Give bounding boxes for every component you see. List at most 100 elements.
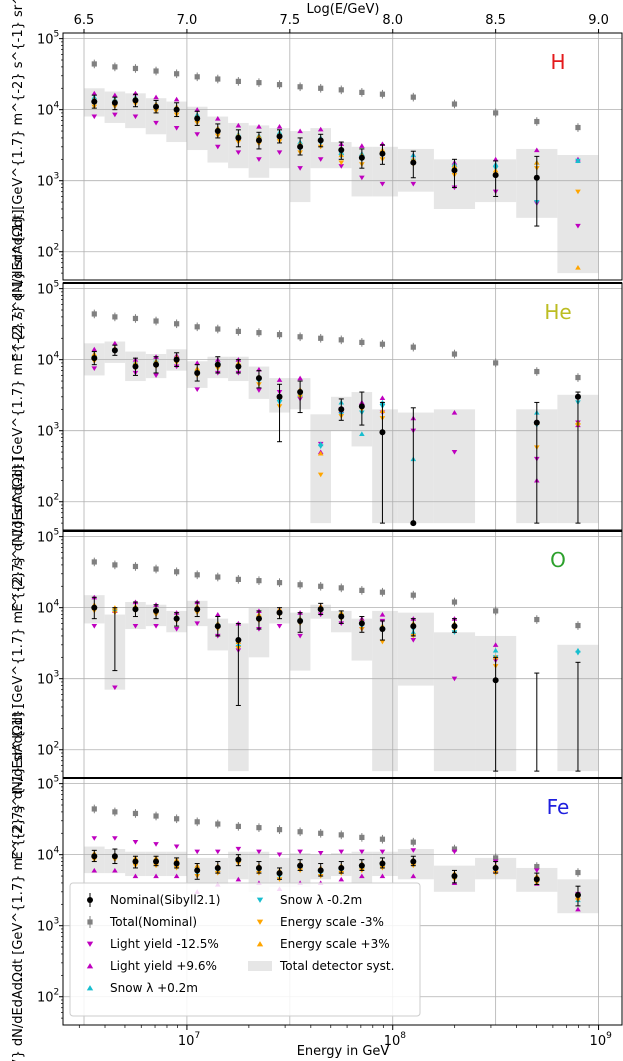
light-yield-down-point [451,676,458,682]
nominal-point [297,389,304,396]
nominal-point [173,615,180,622]
legend-marker [256,941,264,947]
light-yield-up-point [91,90,98,96]
nominal-point [317,606,324,613]
nominal-point [317,137,324,144]
y-tick-label: 103 [37,917,59,935]
total-point [318,583,324,589]
nominal-point [132,363,139,370]
y-tick-label: 103 [37,422,59,440]
y-axis-label: E^{2.7} dN/dEdAdΩdt [GeV^{1.7} m^{-2} s^… [11,704,26,1061]
top-tick-label: 7.5 [279,13,300,28]
nominal-point [132,606,139,613]
y-tick-label: 103 [37,670,59,688]
light-yield-down-point [379,849,386,855]
light-yield-up-point [534,147,540,153]
light-yield-down-point [256,388,262,393]
light-yield-down-point [173,126,180,131]
light-yield-down-point [214,849,221,855]
y-tick-exponent: 3 [54,917,60,927]
total-point [256,578,262,584]
light-yield-down-point [173,626,180,632]
nominal-point [451,167,458,174]
syst-band [433,632,476,772]
total-point [410,94,416,100]
total-point [91,61,97,67]
light-yield-down-point [297,166,303,171]
light-yield-up-point [359,873,365,879]
total-point [174,569,180,575]
total-point [575,622,581,629]
light-yield-down-point [297,849,303,855]
energy-scale-down-point [575,189,581,195]
syst-band [351,146,373,197]
total-point [215,574,221,580]
x-tick-exponent: 7 [194,1031,200,1041]
syst-band [351,618,373,661]
light-yield-down-point [235,846,242,852]
total-point [534,368,540,375]
y-tick-exponent: 2 [54,493,60,503]
top-tick-label: 9.0 [588,13,609,28]
light-yield-down-point [317,157,324,162]
y-tick-label: 102 [37,988,59,1006]
total-point [338,585,344,591]
y-axis-label: E^{2.7} dN/dEdAdΩdt [GeV^{1.7} m^{-2} s^… [11,457,26,859]
total-point [235,576,241,582]
total-point [174,816,180,822]
total-point [410,344,416,350]
nominal-point [379,150,386,157]
total-point [493,855,499,861]
total-point [379,91,386,97]
light-yield-down-point [410,848,417,853]
nominal-point [91,355,98,362]
legend-label: Light yield -12.5% [110,937,219,951]
total-point [235,78,241,84]
legend-marker [87,919,93,925]
light-yield-down-point [153,120,159,126]
total-point [256,330,262,336]
nominal-point [379,429,386,436]
total-point [215,76,221,82]
nominal-point [276,870,283,877]
nominal-point [173,860,180,867]
y-tick-exponent: 4 [54,846,60,856]
light-yield-up-point [194,360,201,366]
light-yield-up-point [379,612,386,617]
light-yield-down-point [359,849,365,855]
light-yield-down-point [112,112,118,118]
nominal-point [194,115,201,122]
nominal-point [235,637,242,644]
light-yield-down-point [112,836,118,841]
nominal-point [317,867,324,874]
light-yield-down-point [276,852,283,858]
total-point [359,587,365,593]
nominal-point [338,864,345,871]
light-yield-down-point [132,624,139,629]
total-point [338,832,344,838]
legend-box [69,882,421,1017]
nominal-point [153,858,160,865]
nominal-point [255,375,262,382]
nominal-point [358,620,365,627]
syst-band [397,412,434,524]
legend-label: Energy scale -3% [280,915,384,929]
syst-band [186,106,208,151]
nominal-point [91,853,98,860]
nominal-point [492,677,499,684]
nominal-point [194,369,201,376]
y-tick-exponent: 5 [54,280,60,290]
total-point [174,71,180,77]
panel-label: O [550,548,566,572]
legend-marker [86,963,94,969]
light-yield-down-point [256,157,262,162]
syst-band [166,101,187,143]
light-yield-down-point [153,842,159,847]
total-point [153,813,159,819]
light-yield-up-point [575,906,581,912]
light-yield-up-point [451,410,458,415]
total-point [112,562,118,568]
syst-band [289,612,311,671]
total-point [534,616,540,623]
energy-scale-down-point [338,160,345,166]
